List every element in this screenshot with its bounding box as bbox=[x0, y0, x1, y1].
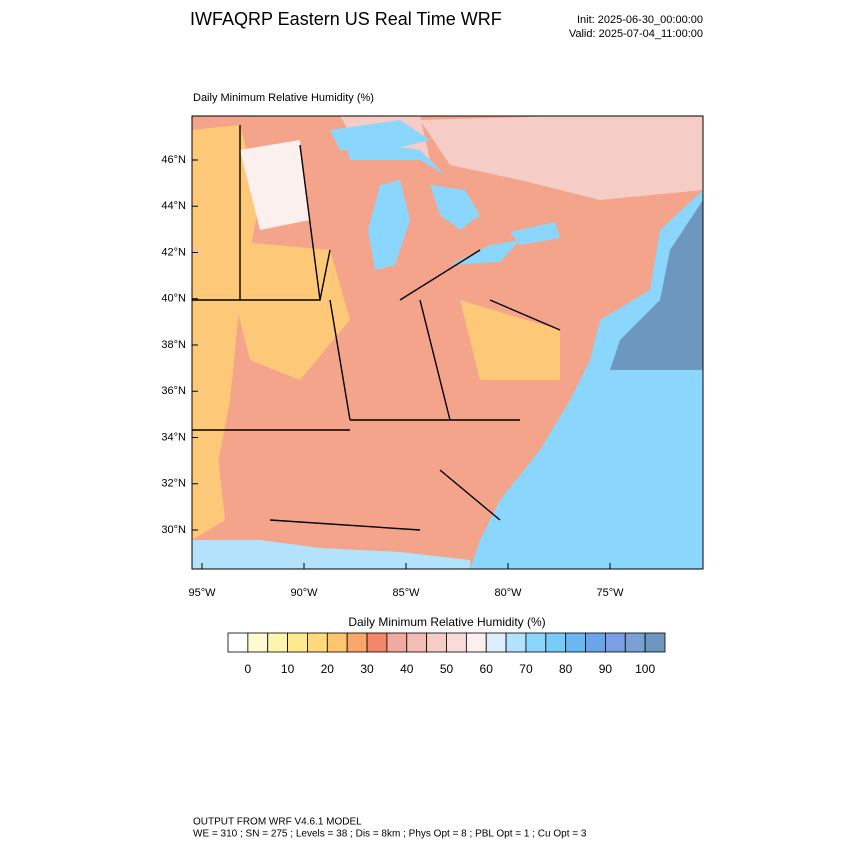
colorbar-label: 0 bbox=[245, 662, 252, 676]
title: IWFAQRP Eastern US Real Time WRF bbox=[190, 9, 502, 29]
lat-label: 32°N bbox=[161, 478, 186, 490]
axis-labels: 46°N 44°N 42°N 40°N 38°N 36°N 34°N 32°N 30°N 95°W… bbox=[161, 154, 624, 599]
lat-label: 40°N bbox=[161, 293, 186, 305]
map-frame bbox=[191, 115, 704, 570]
lat-label: 36°N bbox=[161, 385, 186, 397]
colorbar-box bbox=[386, 632, 408, 653]
lat-label: 42°N bbox=[161, 246, 186, 258]
lat-label: 34°N bbox=[161, 431, 186, 443]
colorbar-label: 20 bbox=[321, 662, 335, 676]
colorbar-box bbox=[605, 632, 626, 653]
colorbar-box bbox=[644, 632, 666, 653]
colorbar-box bbox=[446, 632, 467, 653]
colorbar-box bbox=[485, 632, 507, 653]
colorbar-box bbox=[406, 632, 428, 653]
map bbox=[192, 116, 703, 569]
colorbar-box bbox=[426, 632, 447, 653]
colorbar-box bbox=[465, 632, 487, 653]
colorbar-label: 70 bbox=[519, 662, 533, 676]
valid-time: Valid: 2025-07-04_11:00:00 bbox=[569, 28, 703, 40]
lat-label: 46°N bbox=[161, 154, 186, 166]
colorbar-label: 90 bbox=[599, 662, 613, 676]
colorbar-label: 30 bbox=[360, 662, 374, 676]
colorbar-label: 100 bbox=[635, 662, 655, 676]
colorbar-label: 60 bbox=[480, 662, 494, 676]
colorbar-box bbox=[267, 632, 288, 653]
map-title: Daily Minimum Relative Humidity (%) bbox=[193, 92, 374, 104]
colorbar-box bbox=[227, 632, 249, 653]
lon-label: 80°W bbox=[494, 587, 522, 599]
colorbar-box bbox=[247, 632, 269, 653]
colorbar-box bbox=[565, 632, 586, 653]
colorbar-label: 50 bbox=[440, 662, 454, 676]
lat-label: 30°N bbox=[161, 524, 186, 536]
colorbar-box bbox=[525, 632, 547, 653]
colorbar-box bbox=[326, 632, 348, 653]
footer-line: OUTPUT FROM WRF V4.6.1 MODEL bbox=[193, 817, 362, 828]
colorbar-title: Daily Minimum Relative Humidity (%) bbox=[348, 615, 545, 629]
colorbar-box bbox=[585, 632, 606, 653]
colorbar-box bbox=[624, 632, 646, 653]
colorbar-label: 40 bbox=[400, 662, 414, 676]
colorbar-box bbox=[287, 632, 308, 653]
footer-line: WE = 310 ; SN = 275 ; Levels = 38 ; Dis … bbox=[193, 829, 587, 840]
colorbar-label: 10 bbox=[281, 662, 295, 676]
init-time: Init: 2025-06-30_00:00:00 bbox=[577, 14, 703, 26]
colorbar-box bbox=[346, 632, 368, 653]
lat-label: 38°N bbox=[161, 339, 186, 351]
lon-label: 85°W bbox=[392, 587, 420, 599]
colorbar-box bbox=[545, 632, 567, 653]
colorbar-box bbox=[366, 632, 388, 653]
lon-label: 75°W bbox=[596, 587, 624, 599]
lat-label: 44°N bbox=[161, 200, 186, 212]
colorbar: 0 10 20 30 40 50 60 70 80 90 100 bbox=[227, 632, 666, 676]
lon-label: 90°W bbox=[290, 587, 318, 599]
lon-label: 95°W bbox=[188, 587, 216, 599]
colorbar-box bbox=[307, 632, 328, 653]
colorbar-box bbox=[505, 632, 527, 653]
colorbar-label: 80 bbox=[559, 662, 573, 676]
